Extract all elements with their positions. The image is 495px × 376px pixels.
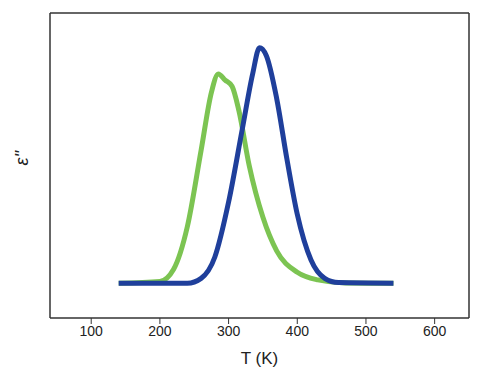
- svg-text:ε'': ε'': [12, 150, 32, 165]
- svg-text:100: 100: [80, 323, 104, 339]
- svg-text:200: 200: [148, 323, 172, 339]
- svg-text:600: 600: [423, 323, 447, 339]
- svg-text:400: 400: [286, 323, 310, 339]
- svg-text:500: 500: [354, 323, 378, 339]
- svg-text:300: 300: [217, 323, 241, 339]
- svg-text:T (K): T (K): [241, 349, 278, 368]
